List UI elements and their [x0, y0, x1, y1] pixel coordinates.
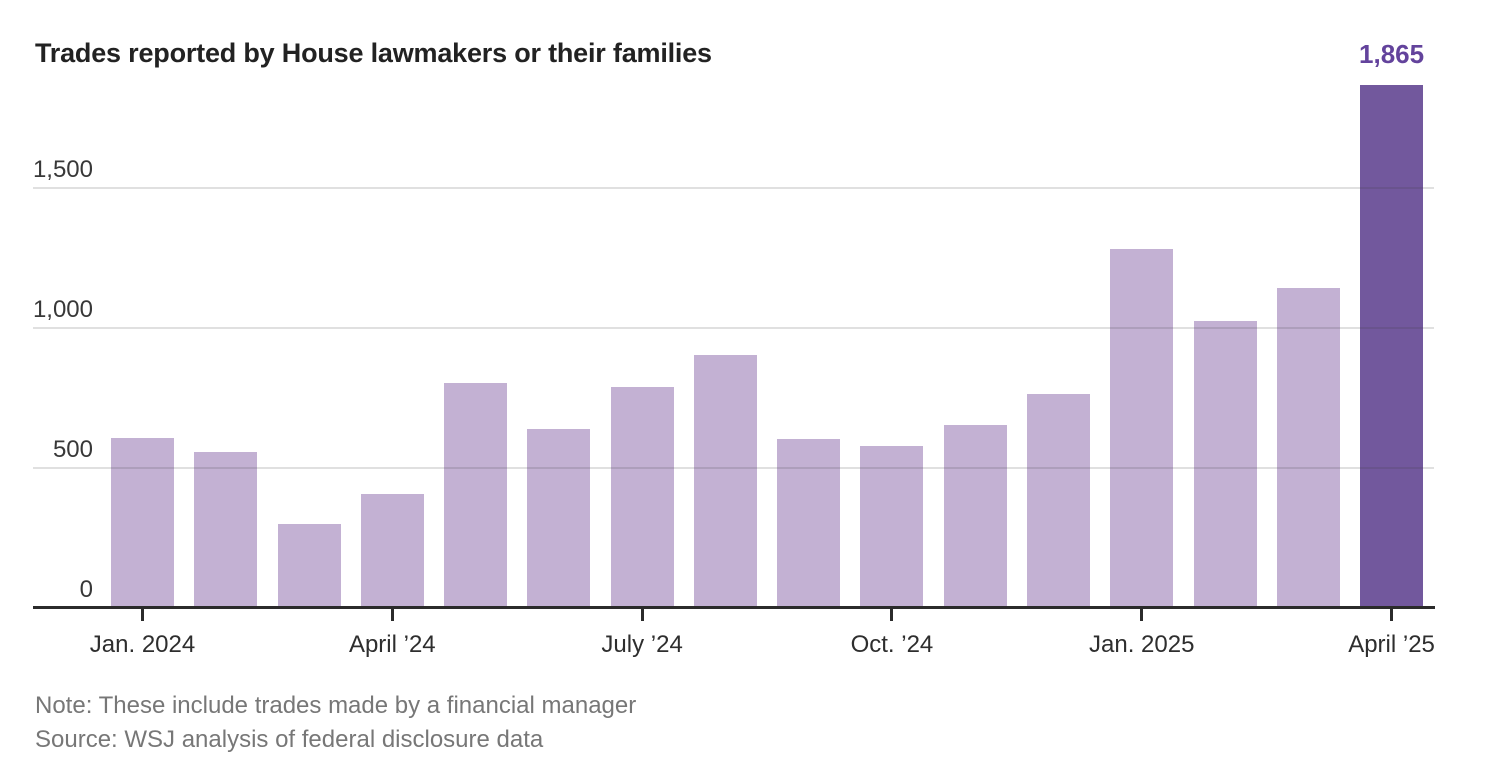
chart-source: Source: WSJ analysis of federal disclosu…: [35, 726, 544, 753]
bar-aug-2024: [693, 355, 757, 607]
gridline-1000: [33, 327, 1434, 329]
bar-july-2024: [610, 387, 674, 607]
chart-footnotes: Note: These include trades made by a fin…: [35, 689, 636, 757]
y-axis-tick-label: 1,500: [32, 156, 93, 183]
x-axis-tick: [890, 608, 894, 621]
x-axis-tick: [1390, 608, 1394, 621]
x-axis-tick-label: Jan. 2024: [89, 631, 196, 658]
x-axis-tick-label: Jan. 2025: [1089, 631, 1195, 658]
bar-nov-2024: [943, 425, 1007, 607]
x-axis-tick: [1140, 608, 1144, 621]
x-axis-tick-label: Oct. ’24: [850, 631, 934, 658]
highlight-value-label: 1,865: [1359, 39, 1425, 69]
bar-april-2025: [1360, 84, 1424, 607]
chart-title: Trades reported by House lawmakers or th…: [35, 38, 712, 68]
bar-march-2025: [1276, 287, 1340, 607]
x-axis-tick-label: July ’24: [601, 631, 683, 658]
bar-jan-2025: [1110, 248, 1174, 607]
bar-april-2024: [360, 493, 424, 607]
chart-note: Note: These include trades made by a fin…: [35, 692, 637, 719]
bar-march-2024: [277, 524, 341, 607]
x-axis-tick: [390, 608, 394, 621]
gridline-500: [33, 467, 1434, 469]
y-axis-tick-label: 1,000: [32, 296, 93, 323]
x-axis-tick: [640, 608, 644, 621]
y-axis-tick-label: 500: [52, 436, 93, 463]
y-axis-tick-label: 0: [79, 576, 93, 603]
bar-june-2024: [527, 429, 591, 607]
bar-feb-2024: [194, 451, 258, 607]
bar-dec-2024: [1026, 394, 1090, 607]
x-axis-line: [33, 606, 1435, 609]
x-axis-tick-label: April ’24: [348, 631, 436, 658]
bar-sept-2024: [777, 439, 841, 607]
bar-may-2024: [444, 383, 508, 607]
bar-jan-2024: [111, 437, 174, 607]
x-axis-tick: [141, 608, 144, 621]
x-axis-tick-label: April ’25: [1348, 631, 1435, 658]
bar-oct-2024: [860, 446, 924, 607]
bar-feb-2025: [1193, 321, 1257, 607]
gridline-1500: [33, 187, 1434, 189]
